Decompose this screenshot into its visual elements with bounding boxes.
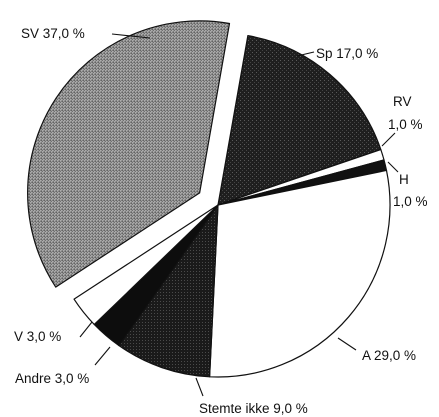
leader-a (337, 337, 357, 351)
leader-rv (381, 132, 396, 147)
label-sv: SV 37,0 % (21, 26, 85, 41)
label-andre: Andre 3,0 % (15, 371, 89, 386)
slice-sv (27, 20, 231, 288)
label-h-value: 1,0 % (393, 194, 428, 209)
leader-h (387, 161, 399, 173)
label-stemte: Stemte ikke 9,0 % (199, 401, 308, 416)
leader-v (79, 321, 93, 338)
label-rv-value: 1,0 % (388, 117, 423, 132)
leader-lines (79, 33, 399, 397)
slice-sp (217, 35, 382, 206)
label-h-name: H (399, 172, 409, 187)
label-v: V 3,0 % (14, 329, 61, 344)
slice-a (208, 169, 391, 378)
slice-v (73, 204, 219, 326)
pie-slices (27, 20, 391, 378)
leader-sv (111, 33, 151, 39)
leader-stemte (195, 377, 204, 397)
label-rv-name: RV (393, 94, 412, 109)
slice-labels: SV 37,0 % Sp 17,0 % RV 1,0 % H 1,0 % A 2… (14, 26, 428, 416)
slice-stemte (118, 204, 219, 378)
label-a: A 29,0 % (362, 348, 416, 363)
leader-sp (296, 51, 315, 57)
leader-andre (94, 346, 111, 366)
label-sp: Sp 17,0 % (316, 46, 378, 61)
